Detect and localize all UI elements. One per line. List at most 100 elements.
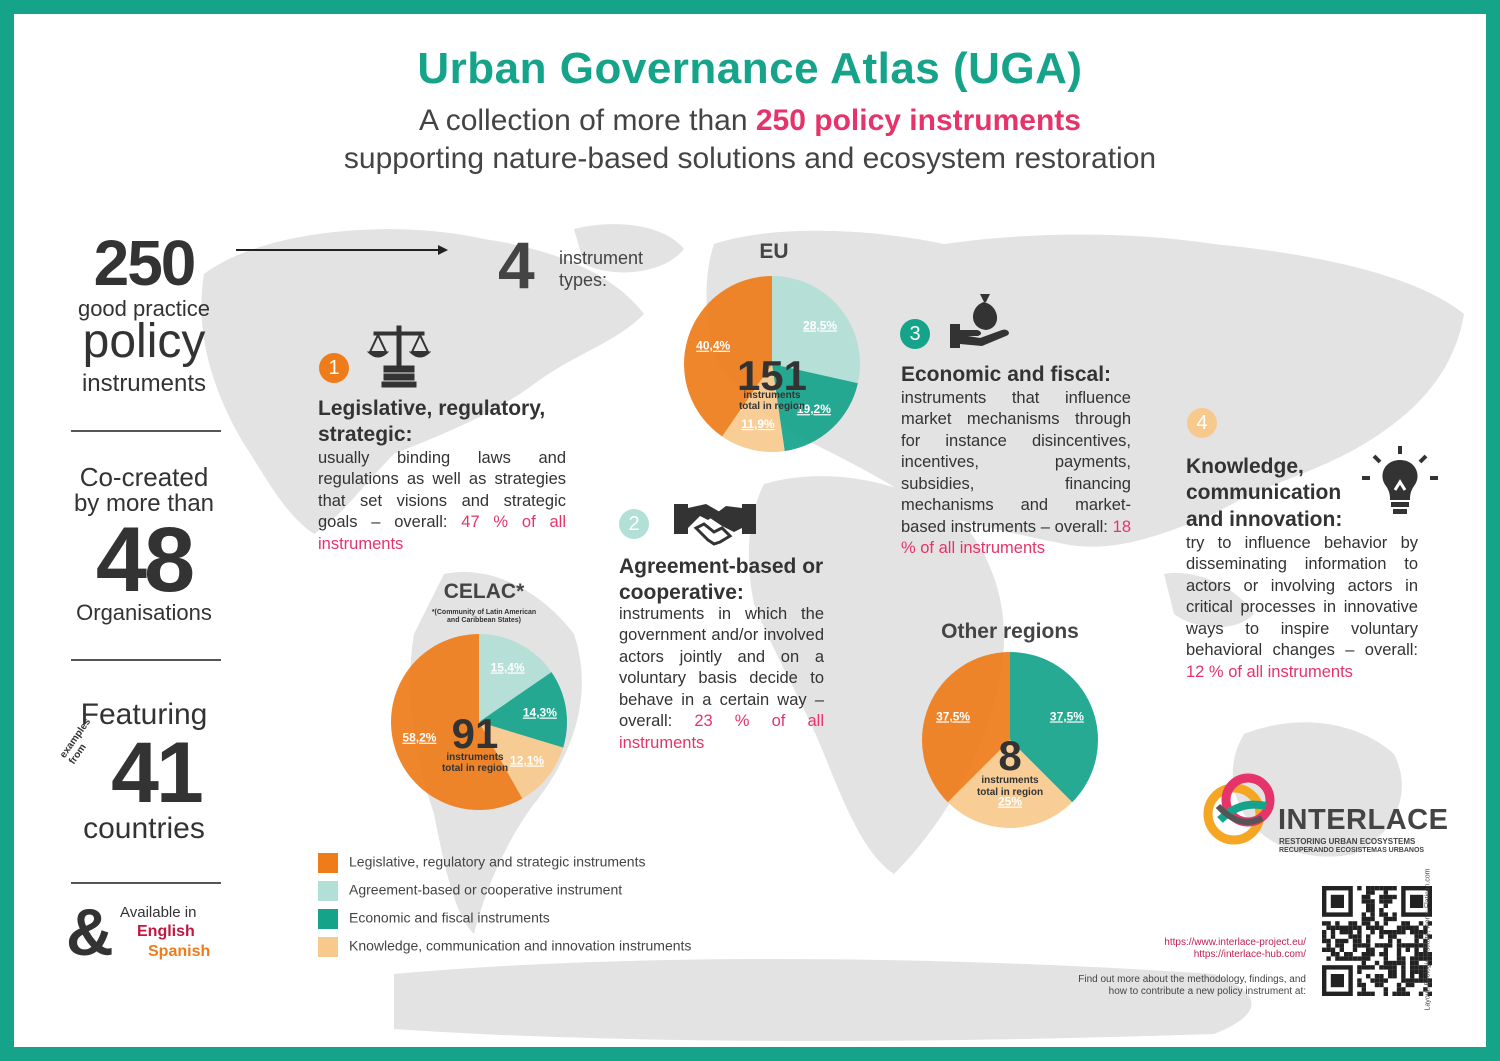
infographic-canvas: Urban Governance Atlas (UGA) A collectio… bbox=[14, 14, 1486, 1047]
category-1-share: 47 % of all instruments bbox=[318, 513, 566, 553]
organisations-count: 48 bbox=[95, 509, 195, 611]
category-3-description: instruments that influence market mechan… bbox=[901, 388, 1131, 560]
legend-item-legislative: Legislative, regulatory and strategic in… bbox=[318, 853, 645, 875]
category-3-body: instruments that influence market mechan… bbox=[901, 389, 1131, 536]
category-2-number: 2 bbox=[619, 509, 649, 539]
language-english: English bbox=[137, 923, 195, 940]
countries-label: countries bbox=[83, 812, 205, 845]
stats-divider-2 bbox=[71, 659, 221, 661]
category-1-heading: Legislative, regulatory, strategic: bbox=[318, 397, 546, 447]
interlace-tagline-1: RESTORING URBAN ECOSYSTEMS bbox=[1279, 837, 1416, 846]
subtitle-prefix: A collection of more than bbox=[419, 104, 756, 137]
category-3-heading: Economic and fiscal: bbox=[901, 363, 1112, 386]
legend-swatch-economic bbox=[318, 909, 338, 929]
eu-label-economic: 19,2% bbox=[797, 402, 831, 416]
stats-divider-1 bbox=[71, 430, 221, 432]
page-subtitle-line2: supporting nature-based solutions and ec… bbox=[343, 142, 1157, 175]
find-out-more-line-2: how to contribute a new policy instrumen… bbox=[1108, 986, 1306, 997]
other-total-label-2: total in region bbox=[977, 787, 1043, 798]
legend-swatch-agreement bbox=[318, 881, 338, 901]
ampersand-glyph: & bbox=[66, 895, 114, 969]
eu-label-legislative: 40,4% bbox=[696, 339, 730, 353]
category-3-share: 18 % of all instruments bbox=[901, 517, 1131, 558]
language-spanish: Spanish bbox=[148, 943, 211, 960]
category-1-description: usually binding laws and regulations as … bbox=[318, 448, 566, 555]
other-slice-economic bbox=[1010, 652, 1098, 803]
organisations-label: Organisations bbox=[76, 600, 212, 625]
celac-total-label-2: total in region bbox=[442, 763, 508, 774]
category-2-description: instruments in which the government and/… bbox=[619, 604, 824, 754]
handshake-icon bbox=[674, 504, 756, 546]
subtitle-highlight: 250 policy instruments bbox=[755, 104, 1081, 137]
hub-url-link[interactable]: https://interlace-hub.com/ bbox=[1193, 949, 1306, 960]
interlace-logo-name: INTERLACE bbox=[1278, 804, 1449, 836]
cocreated-label-2: by more than bbox=[73, 490, 215, 517]
cocreated-label-1: Co-created bbox=[79, 462, 209, 492]
eu-label-knowledge: 11,9% bbox=[741, 417, 775, 431]
legend-swatch-legislative bbox=[318, 853, 338, 873]
eu-total-count: 151 bbox=[737, 352, 807, 399]
category-2-share: 23 % of all instruments bbox=[619, 712, 825, 752]
celac-region-title: CELAC* bbox=[443, 580, 525, 603]
eu-slice-economic bbox=[772, 364, 858, 452]
countries-count: 41 bbox=[111, 725, 204, 821]
legend-label-legislative: Legislative, regulatory and strategic in… bbox=[349, 853, 646, 870]
celac-label-legislative: 58,2% bbox=[402, 731, 436, 745]
interlace-logo-mark bbox=[1203, 773, 1275, 845]
legend-swatch-knowledge bbox=[318, 937, 338, 957]
celac-slice-economic bbox=[479, 672, 567, 748]
eu-label-agreement: 28,5% bbox=[803, 318, 837, 332]
arrow-icon bbox=[236, 245, 448, 255]
eu-total-label-1: instruments bbox=[743, 390, 801, 401]
interlace-tagline-2: RECUPERANDO ECOSISTEMAS URBANOS bbox=[1279, 847, 1425, 854]
other-label-economic: 37,5% bbox=[1050, 709, 1084, 723]
category-4-description: try to influence behavior by disseminati… bbox=[1186, 533, 1418, 683]
celac-footnote-line-1: *(Community of Latin American bbox=[431, 609, 537, 616]
qr-code[interactable] bbox=[1322, 886, 1432, 996]
celac-label-agreement: 15,4% bbox=[491, 660, 525, 674]
celac-total-label-1: instruments bbox=[446, 752, 504, 763]
types-label: instrument types: bbox=[559, 248, 644, 290]
instruments-label-1: good practice bbox=[77, 296, 211, 321]
legend-label-knowledge: Knowledge, communication and innovation … bbox=[349, 937, 692, 954]
scales-of-justice-icon bbox=[366, 325, 432, 388]
eu-slice-knowledge bbox=[722, 364, 785, 452]
eu-slice-legislative bbox=[684, 276, 772, 437]
celac-footnote: *(Community of Latin American and Caribb… bbox=[414, 609, 554, 624]
category-4-heading: Knowledge, communication and innovation: bbox=[1186, 455, 1343, 531]
legend-item-economic: Economic and fiscal instruments bbox=[318, 909, 550, 931]
project-url-link[interactable]: https://www.interlace-project.eu/ bbox=[1164, 937, 1306, 948]
category-4-share: 12 % of all instruments bbox=[1186, 662, 1353, 681]
celac-slice-knowledge bbox=[479, 722, 564, 799]
category-1-body: usually binding laws and regulations as … bbox=[318, 449, 566, 532]
other-label-legislative: 37,5% bbox=[936, 709, 970, 723]
celac-label-economic: 14,3% bbox=[523, 706, 557, 720]
page-title: Urban Governance Atlas (UGA) bbox=[417, 44, 1083, 93]
legend-label-economic: Economic and fiscal instruments bbox=[349, 909, 550, 926]
world-map-background bbox=[201, 224, 1464, 1041]
celac-slice-legislative bbox=[391, 634, 523, 810]
types-count: 4 bbox=[498, 228, 535, 302]
other-regions-pie-chart: 37,5% 25% 37,5% 8 instruments total in reg… bbox=[922, 652, 1098, 828]
other-total-label-1: instruments bbox=[981, 775, 1039, 786]
featuring-label: Featuring bbox=[80, 698, 208, 731]
category-2-heading: Agreement-based or cooperative: bbox=[619, 555, 824, 605]
eu-pie-chart: 28,5% 19,2% 11,9% 40,4% 151 instruments tot… bbox=[684, 276, 860, 452]
category-3-number: 3 bbox=[900, 319, 930, 349]
page-subtitle-line1: A collection of more than 250 policy ins… bbox=[14, 104, 1486, 138]
instruments-label-3: instruments bbox=[81, 370, 207, 397]
other-regions-title: Other regions bbox=[941, 620, 1079, 643]
legend-item-knowledge: Knowledge, communication and innovation … bbox=[318, 937, 691, 959]
legend-item-agreement: Agreement-based or cooperative instrumen… bbox=[318, 881, 622, 903]
category-1-number: 1 bbox=[319, 353, 349, 383]
eu-total-label-2: total in region bbox=[739, 401, 805, 412]
other-label-knowledge: 25% bbox=[998, 795, 1022, 809]
category-4-body: try to influence behavior by disseminati… bbox=[1186, 534, 1418, 660]
celac-total-count: 91 bbox=[452, 710, 499, 757]
celac-pie-chart: 15,4% 14,3% 12,1% 58,2% 91 instruments tota… bbox=[391, 634, 567, 810]
available-label: Available in bbox=[120, 904, 197, 921]
celac-slice-agreement bbox=[479, 634, 552, 722]
eu-region-title: EU bbox=[759, 240, 789, 263]
find-out-more-line-1: Find out more about the methodology, fin… bbox=[1078, 974, 1306, 985]
celac-footnote-line-2: and Caribbean States) bbox=[447, 616, 521, 624]
